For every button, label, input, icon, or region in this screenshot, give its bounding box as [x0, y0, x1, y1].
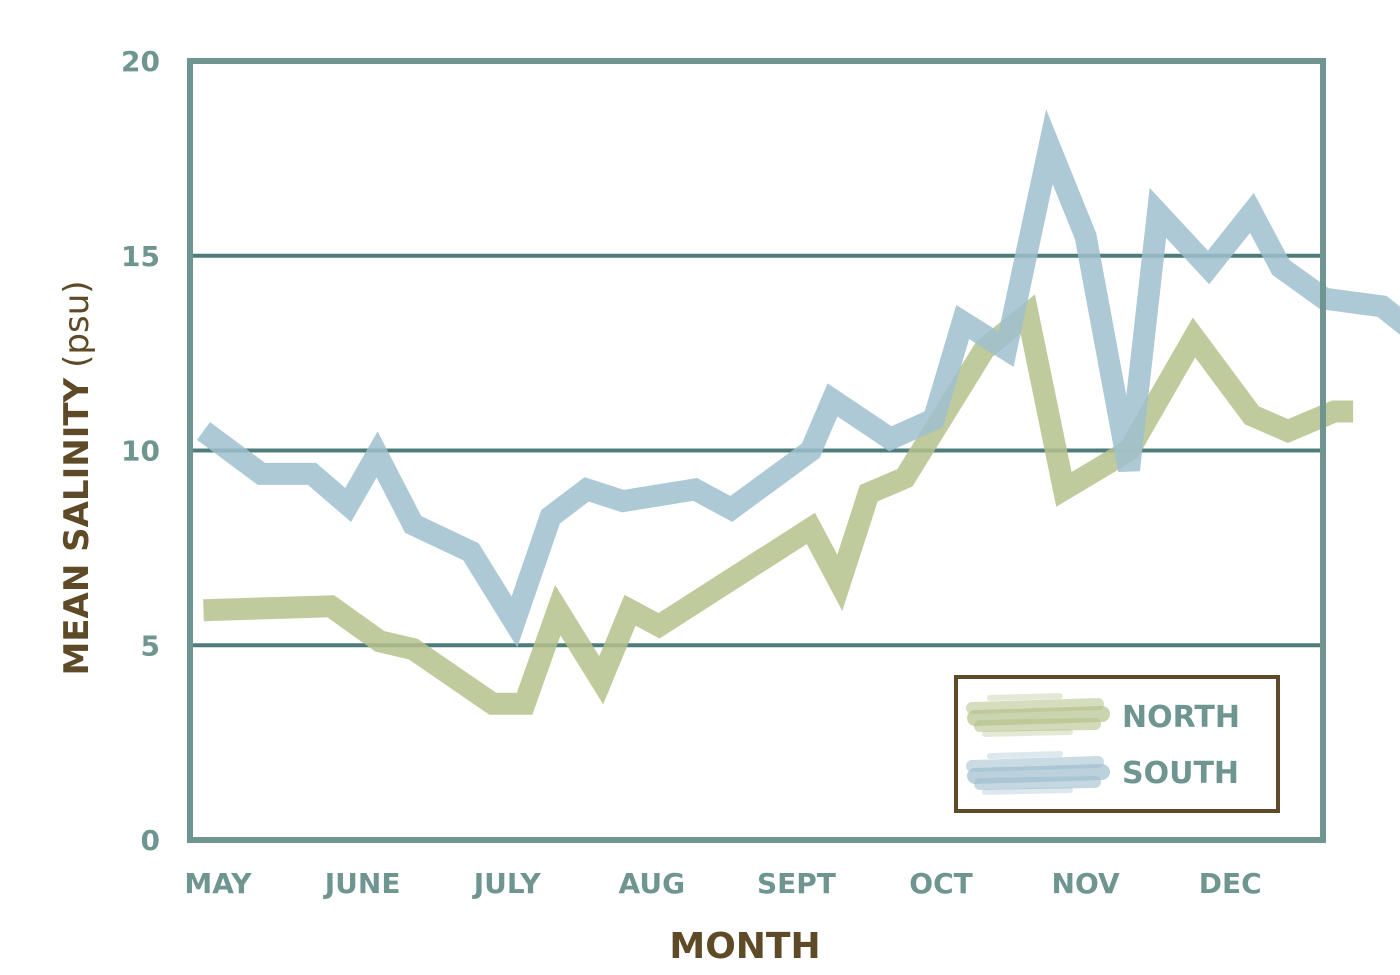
y-tick-label-20: 20	[121, 45, 160, 78]
series-line-north	[203, 294, 1354, 715]
x-tick-label-sept: SEPT	[757, 867, 836, 900]
x-tick-label-july: JULY	[472, 867, 542, 900]
legend-swatches	[966, 693, 1110, 795]
series-line-south	[196, 109, 1400, 648]
legend-label-north: NORTH	[1122, 700, 1240, 735]
series-layer	[196, 109, 1400, 715]
legend-swatch-south	[966, 751, 1110, 795]
x-tick-label-aug: AUG	[619, 867, 686, 900]
legend-swatch-north	[966, 693, 1110, 737]
x-tick-label-nov: NOV	[1052, 867, 1120, 900]
y-tick-label-0: 0	[141, 824, 160, 857]
y-axis-unit: (psu)	[57, 280, 97, 367]
x-tick-label-may: MAY	[184, 867, 252, 900]
plot-frame	[187, 58, 1326, 843]
y-tick-label-5: 5	[141, 629, 160, 662]
y-tick-labels: 0 5 10 15 20	[121, 45, 160, 857]
legend-label-south: SOUTH	[1122, 756, 1239, 791]
y-tick-label-15: 15	[121, 240, 160, 273]
x-tick-label-oct: OCT	[909, 867, 972, 900]
y-axis-label: MEAN SALINITY	[57, 377, 97, 675]
x-tick-label-june: JUNE	[323, 867, 401, 900]
x-axis-label: MONTH	[669, 926, 820, 967]
y-tick-label-10: 10	[121, 435, 160, 468]
x-tick-labels: MAY JUNE JULY AUG SEPT OCT NOV DEC	[184, 867, 1261, 900]
x-tick-label-dec: DEC	[1199, 867, 1262, 900]
legend: NORTH SOUTH	[954, 675, 1280, 813]
y-axis-title: MEAN SALINITY (psu)	[57, 280, 97, 675]
